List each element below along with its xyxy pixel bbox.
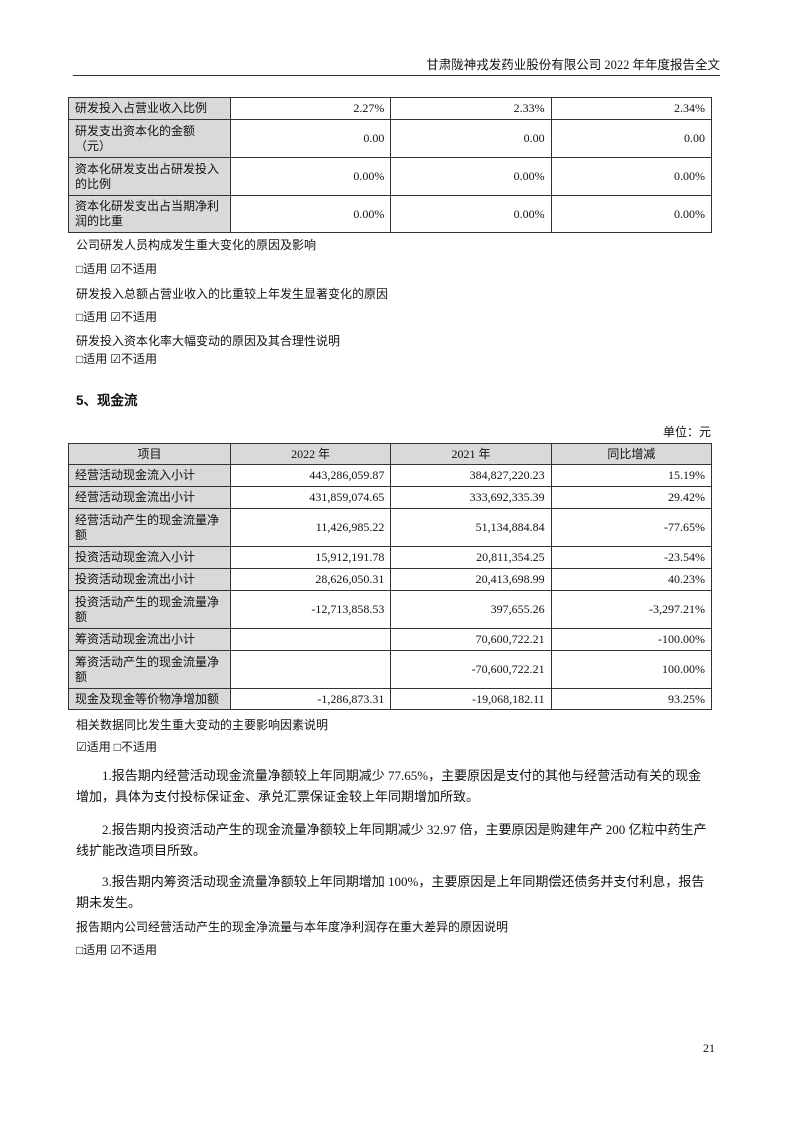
table-row: 现金及现金等价物净增加额 -1,286,873.31 -19,068,182.11 9…	[68, 688, 713, 710]
note-question: 研发投入总额占营业收入的比重较上年发生显著变化的原因	[76, 287, 389, 301]
row-label: 筹资活动产生的现金流量净额	[68, 650, 231, 689]
cell-value	[229, 650, 392, 689]
note-question: 研发投入资本化率大幅变动的原因及其合理性说明	[76, 334, 341, 348]
paragraph: 2.报告期内投资活动产生的现金流量净额较上年同期减少 32.97 倍，主要原因是…	[76, 822, 707, 858]
row-label: 投资活动产生的现金流量净额	[68, 590, 231, 629]
cell-value: 40.23%	[550, 568, 713, 591]
row-label: 现金及现金等价物净增加额	[68, 688, 231, 710]
page-number: 21	[703, 1041, 715, 1055]
cell-value: 0.00	[390, 119, 552, 158]
rd-table: 研发投入占营业收入比例 2.27% 2.33% 2.34% 研发支出资本化的金额（元） 0…	[68, 97, 713, 233]
note-question: 报告期内公司经营活动产生的现金净流量与本年度净利润存在重大差异的原因说明	[76, 920, 509, 934]
table-row: 投资活动产生的现金流量净额 -12,713,858.53 397,655.26 -3,…	[68, 590, 713, 629]
page-header: 甘肃陇神戎发药业股份有限公司 2022 年年度报告全文	[426, 58, 720, 72]
table-row: 经营活动现金流出小计 431,859,074.65 333,692,335.39 29…	[68, 486, 713, 509]
column-header: 2022 年	[229, 443, 392, 465]
applicable-checkbox: □适用 ☑不适用	[76, 262, 158, 276]
table-row: 筹资活动现金流出小计 70,600,722.21 -100.00%	[68, 628, 713, 651]
cell-value: 2.34%	[550, 97, 713, 120]
table-row: 经营活动产生的现金流量净额 11,426,985.22 51,134,884.84-…	[68, 508, 713, 547]
cell-value: 2.27%	[229, 97, 392, 120]
column-header: 2021 年	[390, 443, 552, 465]
cell-value: -3,297.21%	[550, 590, 713, 629]
paragraph: 3.报告期内筹资活动现金流量净额较上年同期增加 100%，主要原因是上年同期偿还…	[76, 874, 705, 910]
cell-value: 70,600,722.21	[390, 628, 552, 651]
cell-value: -77.65%	[550, 508, 713, 547]
note-question: 相关数据同比发生重大变动的主要影响因素说明	[76, 718, 329, 732]
cell-value: 397,655.26	[390, 590, 552, 629]
cell-value: 2.33%	[390, 97, 552, 120]
section-title: 5、现金流	[76, 393, 138, 408]
cell-value: -100.00%	[550, 628, 713, 651]
row-label: 资本化研发支出占研发投入的比例	[68, 157, 231, 196]
applicable-checkbox: ☑适用 □不适用	[76, 740, 158, 754]
row-label: 投资活动现金流入小计	[68, 546, 231, 569]
cash-flow-table: 项目 2022 年 2021 年 同比增减 经营活动现金流入小计 443,286,…	[68, 443, 713, 710]
row-label: 经营活动产生的现金流量净额	[68, 508, 231, 547]
cell-value: 0.00%	[550, 195, 713, 233]
header-divider	[73, 75, 720, 76]
applicable-checkbox: □适用 ☑不适用	[76, 943, 158, 957]
cell-value: 0.00%	[390, 157, 552, 196]
cell-value: 20,413,698.99	[390, 568, 552, 591]
row-label: 经营活动现金流入小计	[68, 464, 231, 487]
paragraph: 1.报告期内经营活动现金流量净额较上年同期减少 77.65%，主要原因是支付的其…	[76, 768, 702, 804]
row-label: 资本化研发支出占当期净利润的比重	[68, 195, 231, 233]
cell-value: 431,859,074.65	[229, 486, 392, 509]
cell-value: 0.00	[229, 119, 392, 158]
cell-value: 443,286,059.87	[229, 464, 392, 487]
cell-value: 333,692,335.39	[390, 486, 552, 509]
row-label: 经营活动现金流出小计	[68, 486, 231, 509]
cell-value: 0.00	[550, 119, 713, 158]
table-header-row: 项目 2022 年 2021 年 同比增减	[68, 443, 713, 465]
row-label: 研发投入占营业收入比例	[68, 97, 231, 120]
cell-value: -23.54%	[550, 546, 713, 569]
table-row: 资本化研发支出占研发投入的比例 0.00% 0.00% 0.00%	[68, 157, 713, 196]
table-row: 资本化研发支出占当期净利润的比重 0.00% 0.00% 0.00%	[68, 195, 713, 233]
table-row: 筹资活动产生的现金流量净额 -70,600,722.21 100.00%	[68, 650, 713, 689]
cell-value: 28,626,050.31	[229, 568, 392, 591]
table-row: 研发投入占营业收入比例 2.27% 2.33% 2.34%	[68, 97, 713, 120]
cell-value: 384,827,220.23	[390, 464, 552, 487]
row-label: 研发支出资本化的金额（元）	[68, 119, 231, 158]
table-row: 经营活动现金流入小计 443,286,059.87 384,827,220.23 15…	[68, 464, 713, 487]
cell-value: 51,134,884.84	[390, 508, 552, 547]
applicable-checkbox: □适用 ☑不适用	[76, 352, 158, 366]
cell-value: 100.00%	[550, 650, 713, 689]
cell-value: 15,912,191.78	[229, 546, 392, 569]
cell-value: 0.00%	[550, 157, 713, 196]
column-header: 项目	[68, 443, 231, 465]
cell-value: 20,811,354.25	[390, 546, 552, 569]
cell-value: 0.00%	[229, 195, 392, 233]
cell-value: 29.42%	[550, 486, 713, 509]
cell-value: -12,713,858.53	[229, 590, 392, 629]
cell-value: 0.00%	[229, 157, 392, 196]
cell-value: 11,426,985.22	[229, 508, 392, 547]
cell-value: -70,600,722.21	[390, 650, 552, 689]
table-row: 投资活动现金流入小计 15,912,191.78 20,811,354.25 -23.…	[68, 546, 713, 569]
cell-value	[229, 628, 392, 651]
table-row: 研发支出资本化的金额（元） 0.00 0.00 0.00	[68, 119, 713, 158]
applicable-checkbox: □适用 ☑不适用	[76, 310, 158, 324]
note-question: 公司研发人员构成发生重大变化的原因及影响	[76, 238, 317, 252]
cell-value: 93.25%	[550, 688, 713, 710]
cell-value: -19,068,182.11	[390, 688, 552, 710]
cell-value: -1,286,873.31	[229, 688, 392, 710]
column-header: 同比增减	[550, 443, 713, 465]
unit-label: 单位：元	[662, 425, 711, 439]
table-row: 投资活动现金流出小计 28,626,050.31 20,413,698.99 40.2…	[68, 568, 713, 591]
row-label: 筹资活动现金流出小计	[68, 628, 231, 651]
cell-value: 0.00%	[390, 195, 552, 233]
row-label: 投资活动现金流出小计	[68, 568, 231, 591]
cell-value: 15.19%	[550, 464, 713, 487]
